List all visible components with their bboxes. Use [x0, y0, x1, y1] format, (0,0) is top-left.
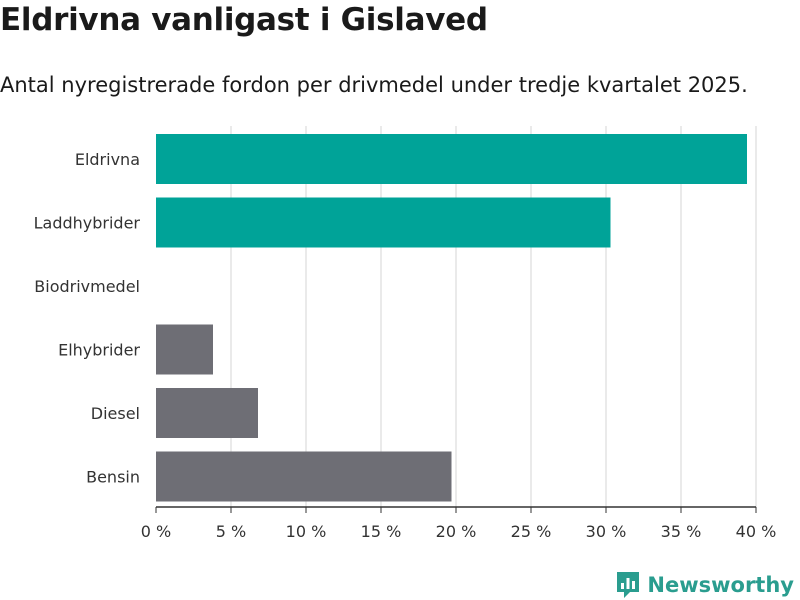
bar-eldrivna	[156, 134, 747, 184]
x-tick-label: 0 %	[141, 522, 171, 541]
newsworthy-logo-icon	[617, 572, 640, 598]
x-tick-label: 15 %	[361, 522, 402, 541]
x-tick-label: 40 %	[736, 522, 777, 541]
brand-name: Newsworthy	[647, 573, 794, 597]
chart-subtitle: Antal nyregistrerade fordon per drivmede…	[0, 73, 748, 97]
bar-bensin	[156, 451, 452, 502]
category-label: Eldrivna	[75, 150, 140, 169]
x-tick-label: 10 %	[286, 522, 327, 541]
x-tick-label: 30 %	[586, 522, 627, 541]
x-tick-label: 5 %	[216, 522, 246, 541]
chart-title: Eldrivna vanligast i Gislaved	[0, 2, 488, 38]
category-label: Bensin	[86, 468, 140, 487]
x-axis: 0 % 5 % 10 % 15 % 20 % 25 % 30 % 35 % 40 %	[141, 506, 777, 541]
x-tick-label: 20 %	[436, 522, 477, 541]
x-tick-label: 35 %	[661, 522, 702, 541]
category-label: Elhybrider	[58, 341, 140, 360]
category-labels: Eldrivna Laddhybrider Biodrivmedel Elhybrid…	[34, 150, 141, 487]
x-tick-label: 25 %	[511, 522, 552, 541]
category-label: Biodrivmedel	[34, 277, 140, 296]
category-label: Laddhybrider	[34, 214, 141, 233]
category-label: Diesel	[91, 404, 140, 423]
bar-diesel	[156, 388, 258, 438]
bar-elhybrider	[156, 324, 213, 375]
bar-laddhybrider	[156, 197, 611, 248]
newsworthy-logo: Newsworthy	[615, 570, 794, 600]
bars	[156, 134, 747, 502]
gridlines	[230, 126, 757, 507]
